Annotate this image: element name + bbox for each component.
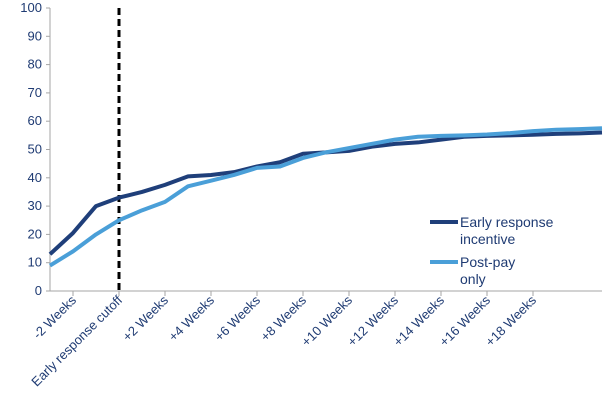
- x-tick-label-2: +2 Weeks: [120, 292, 172, 344]
- x-tick-label-3: +4 Weeks: [166, 292, 218, 344]
- legend: Early response incentive Post-pay only: [430, 214, 554, 287]
- y-tick-label-70: 70: [28, 85, 42, 100]
- y-tick-label-10: 10: [28, 255, 42, 270]
- x-tick-label-4: +6 Weeks: [212, 292, 264, 344]
- series-line-post-pay-only: [48, 126, 603, 268]
- y-tick-label-50: 50: [28, 142, 42, 157]
- y-tick-label-30: 30: [28, 198, 42, 213]
- y-axis-ticks: 0 10 20 30 40 50 60 70 80 90 100: [20, 0, 51, 298]
- y-tick-label-60: 60: [28, 113, 42, 128]
- legend-label-early-response-incentive-line1: Early response: [460, 214, 554, 230]
- y-tick-label-90: 90: [28, 28, 42, 43]
- y-tick-label-20: 20: [28, 226, 42, 241]
- y-tick-label-0: 0: [35, 283, 42, 298]
- x-tick-label-10: +18 Weeks: [482, 292, 539, 349]
- legend-label-post-pay-only-line1: Post-pay: [460, 254, 515, 270]
- legend-label-early-response-incentive-line2: incentive: [460, 231, 515, 247]
- legend-label-post-pay-only-line2: only: [460, 271, 486, 287]
- y-tick-label-80: 80: [28, 57, 42, 72]
- y-tick-label-100: 100: [20, 0, 42, 15]
- x-tick-label-1: Early response cutoff: [28, 292, 125, 389]
- series-lines: [48, 126, 603, 268]
- y-tick-label-40: 40: [28, 170, 42, 185]
